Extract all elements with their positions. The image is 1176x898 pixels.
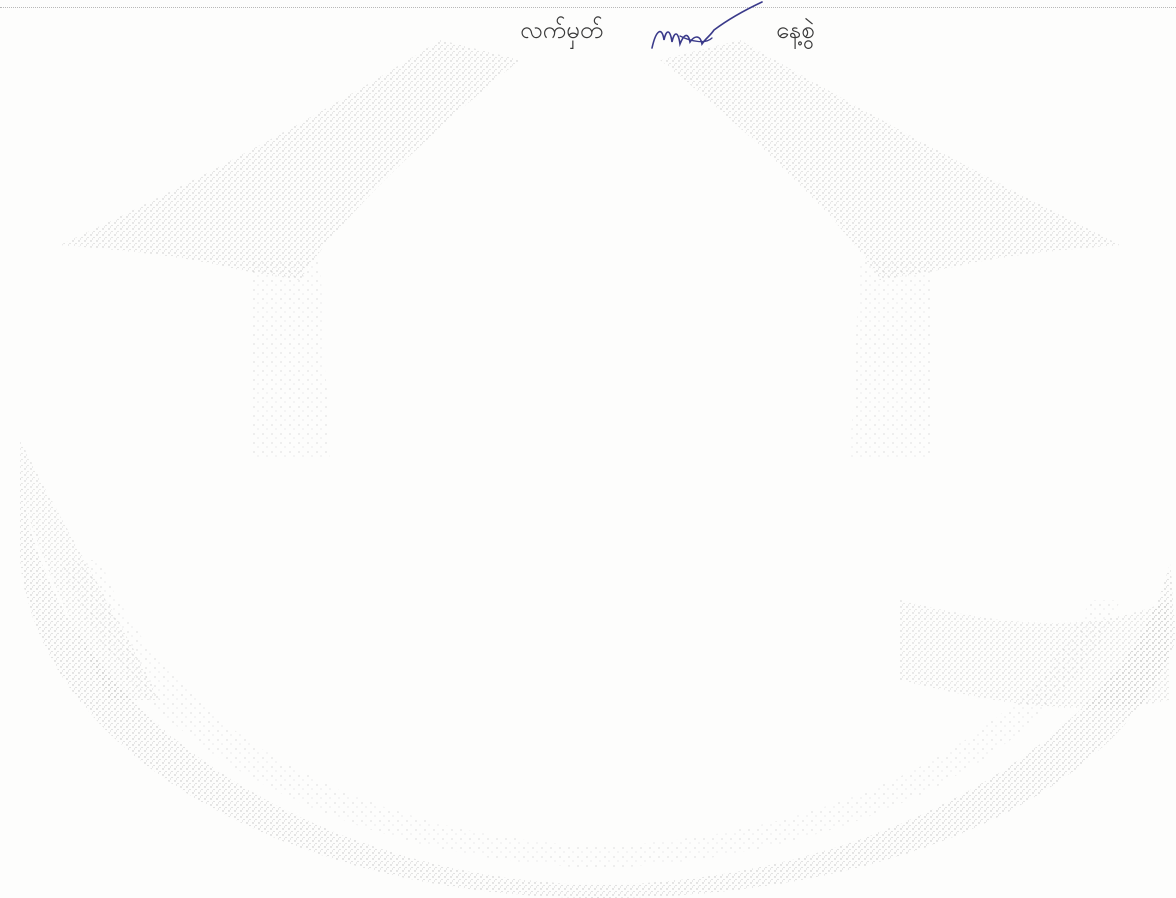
date-label: နေ့စွဲ — [776, 16, 815, 44]
top-divider — [0, 7, 1176, 8]
signature-label: လက်မှတ် — [520, 16, 604, 44]
handwritten-signature — [651, 1, 763, 49]
